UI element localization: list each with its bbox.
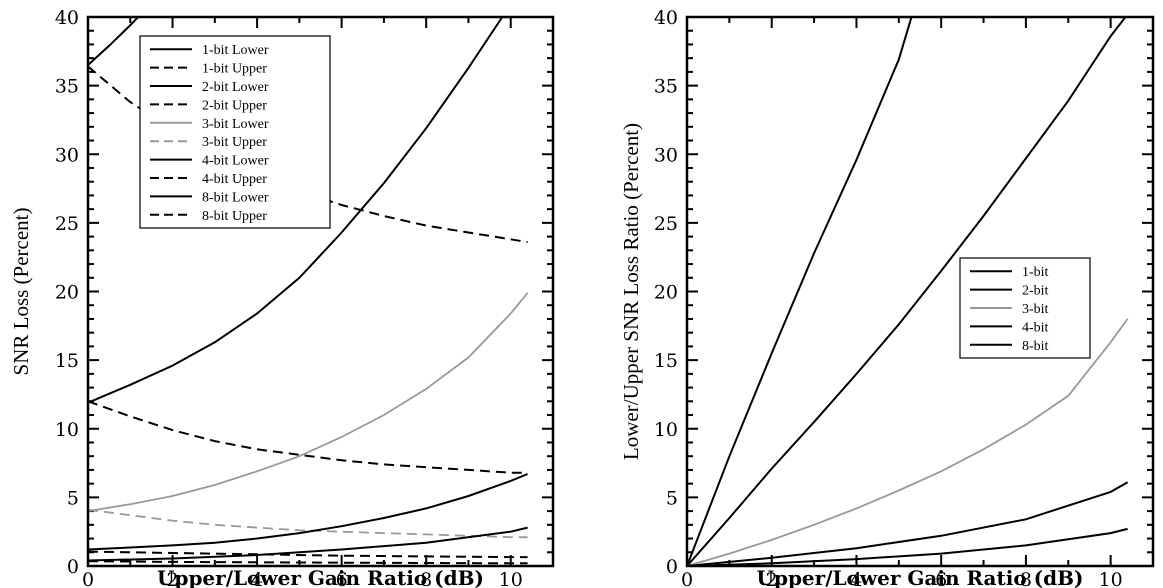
x-tick-label: 4 (850, 569, 862, 588)
y-axis-title: SNR Loss (Percent) (9, 208, 33, 376)
y-tick-label: 25 (654, 213, 678, 235)
y-tick-label: 40 (654, 7, 678, 29)
y-tick-label: 35 (55, 76, 79, 98)
y-tick-label: 5 (67, 487, 79, 509)
legend-label-4-bit: 4-bit (1022, 320, 1049, 335)
x-tick-label: 8 (420, 569, 432, 588)
series-line-4-bit-upper (88, 550, 528, 559)
series-line-2-bit-upper (88, 400, 528, 474)
series-line-1-bit-lower (88, 17, 140, 66)
legend-label-1-bit-upper: 1-bit Upper (202, 62, 267, 77)
series-line-2-bit-lower (88, 17, 504, 404)
legend-label-2-bit-lower: 2-bit Lower (202, 80, 269, 95)
x-tick-label: 4 (251, 569, 263, 588)
series-line-3-bit-lower (88, 292, 529, 512)
plot-frame (685, 15, 1155, 568)
legend-label-1-bit: 1-bit (1022, 265, 1049, 280)
legend-label-1-bit-lower: 1-bit Lower (202, 43, 269, 58)
y-tick-label: 0 (67, 556, 79, 578)
x-tick-label: 2 (166, 569, 178, 588)
y-tick-label: 40 (55, 7, 79, 29)
series-line-4-bit (687, 481, 1129, 566)
legend-label-3-bit-lower: 3-bit Lower (202, 117, 269, 132)
y-tick-label: 10 (654, 419, 678, 441)
series-line-8-bit (687, 527, 1128, 566)
series-line-1-bit (687, 17, 913, 566)
series-line-3-bit-upper (88, 508, 528, 539)
x-tick-label: 10 (1099, 569, 1123, 588)
legend: 1-bit 2-bit 3-bit 4-bit 8-bit (959, 257, 1091, 359)
legend-label-3-bit-upper: 3-bit Upper (202, 135, 267, 150)
x-tick-label: 0 (681, 569, 693, 588)
y-tick-label: 30 (55, 144, 79, 166)
x-axis-title: Upper/Lower Gain Ratio (dB) (757, 566, 1084, 588)
legend-label-4-bit-upper: 4-bit Upper (202, 172, 267, 187)
legend-label-2-bit: 2-bit (1022, 284, 1049, 299)
legend-label-8-bit: 8-bit (1022, 339, 1049, 354)
y-tick-label: 5 (666, 487, 678, 509)
y-axis-title: Lower/Upper SNR Loss Ratio (Percent) (619, 123, 643, 460)
series-line-2-bit (687, 17, 1127, 566)
series-line-8-bit-upper (88, 560, 528, 565)
legend-label-8-bit-lower: 8-bit Lower (202, 190, 269, 205)
y-tick-label: 25 (55, 213, 79, 235)
legend-label-4-bit-lower: 4-bit Lower (202, 154, 269, 169)
x-tick-label: 6 (336, 569, 348, 588)
x-tick-label: 10 (499, 569, 523, 588)
left-chart-snr-loss: 0 2 4 6 8 10 0 5 10 15 20 25 30 35 40 Upper/Lower Gain … (9, 7, 555, 588)
legend-label-8-bit-upper: 8-bit Upper (202, 209, 267, 224)
series-line-3-bit (687, 318, 1129, 566)
y-tick-label: 15 (55, 350, 79, 372)
right-chart-loss-ratio: 0 2 4 6 8 10 0 5 10 15 20 25 30 35 40 Upper/Lower Gain … (619, 7, 1155, 588)
legend: 1-bit Lower 1-bit Upper 2-bit Lower 2-bit U… (139, 35, 331, 229)
x-tick-label: 8 (1020, 569, 1032, 588)
legend-label-2-bit-upper: 2-bit Upper (202, 98, 267, 113)
y-tick-label: 20 (654, 282, 678, 304)
series-lines (687, 17, 1129, 566)
y-tick-label: 30 (654, 144, 678, 166)
series-line-8-bit-lower (88, 526, 528, 562)
y-tick-label: 0 (666, 556, 678, 578)
legend-label-3-bit: 3-bit (1022, 302, 1049, 317)
x-tick-label: 2 (766, 569, 778, 588)
y-tick-label: 35 (654, 76, 678, 98)
y-tick-label: 15 (654, 350, 678, 372)
x-axis-title: Upper/Lower Gain Ratio (dB) (157, 566, 484, 588)
series-line-4-bit-lower (88, 473, 528, 551)
x-tick-label: 6 (935, 569, 947, 588)
plot-frame (86, 15, 555, 568)
x-tick-label: 0 (82, 569, 94, 588)
y-tick-label: 10 (55, 419, 79, 441)
y-tick-label: 20 (55, 282, 79, 304)
